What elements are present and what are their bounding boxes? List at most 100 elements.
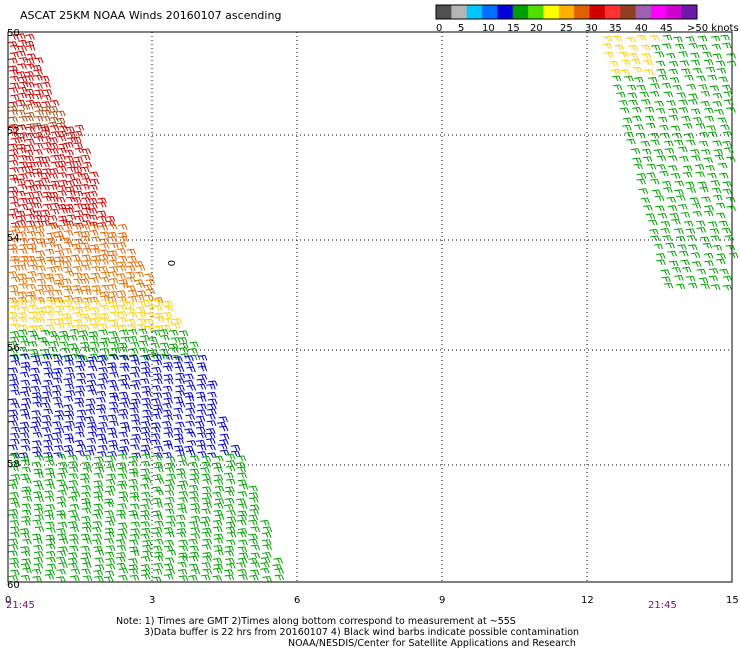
wind-barb [153,445,164,452]
wind-barb [153,373,163,379]
wind-barb [200,521,210,527]
wind-barb [90,317,100,324]
wind-barb [632,157,642,164]
wind-barb [172,318,182,324]
wind-barb [120,383,131,390]
x-label-9: 9 [439,595,445,606]
wind-barb [654,100,664,107]
wind-barb [33,57,44,64]
wind-barb [46,223,57,230]
wind-barb [85,403,96,410]
wind-barb [134,271,145,278]
wind-barb [49,340,60,347]
wind-barb [159,342,170,349]
wind-barb [661,276,671,283]
contour-marker: 0 [165,260,176,266]
wind-barb [109,372,119,378]
wind-barb [49,116,59,123]
wind-barb [250,552,261,559]
wind-barb [135,264,146,271]
wind-barb [97,201,107,208]
wind-barb [674,228,684,234]
wind-barb [668,260,679,267]
wind-barb [45,483,56,490]
wind-barb [21,520,31,526]
wind-barb [176,514,186,521]
wind-barb [620,59,631,66]
wind-barb [104,531,115,538]
wind-barb [218,416,228,423]
wind-barb [126,324,137,330]
wind-barb [176,484,187,491]
wind-barb [656,68,666,75]
wind-barb [178,347,189,353]
wind-barb [25,185,36,192]
wind-barb [202,478,213,485]
wind-barb [186,384,197,391]
wind-barb [120,426,131,433]
wind-barb [707,74,718,81]
wind-barb [224,545,235,552]
wind-barb [190,455,200,462]
wind-barb [58,562,68,568]
wind-barb [80,224,91,230]
time-left: 21:45 [6,600,35,611]
wind-barb [129,574,140,581]
wind-barb [130,372,140,378]
wind-barb [21,509,32,516]
wind-barb [685,228,696,234]
wind-barb [18,335,28,342]
wind-barb [196,383,207,390]
wind-barb [81,207,92,214]
wind-barb [197,403,207,410]
wind-barb [8,575,19,581]
wind-barb [46,563,57,570]
wind-barb [186,431,196,438]
wind-barb [33,544,43,551]
wind-barb [120,397,131,404]
wind-barb [237,557,248,564]
wind-barb [90,341,100,348]
wind-barb [8,159,19,166]
wind-barb [124,301,135,307]
wind-barb [188,347,198,354]
wind-barb [45,256,56,263]
wind-barb [118,378,128,385]
wind-barb [175,401,186,408]
wind-barb [9,383,19,390]
wind-barb [201,486,212,493]
wind-barb [724,234,735,241]
wind-barb [650,235,660,242]
x-label-0: 0 [5,595,11,606]
wind-barb [189,496,199,503]
wind-barb [81,254,92,261]
wind-barb [92,533,103,540]
wind-barb [648,76,658,83]
wind-barb [9,465,19,472]
wind-barb [262,532,272,538]
wind-barb [213,466,224,473]
wind-barb [697,35,708,42]
wind-barb [107,223,118,230]
wind-barb [690,52,700,59]
wind-barb [33,563,44,569]
wind-barb [670,125,681,132]
colorbar-swatch [512,5,529,19]
wind-barb [141,527,151,534]
wind-barb [248,492,259,498]
wind-barb [140,460,151,467]
wind-barb [52,377,63,384]
wind-barb [685,181,695,188]
wind-barb [58,462,68,468]
wind-barb [89,224,99,230]
wind-barb [165,496,175,503]
wind-barb [31,568,42,575]
wind-barb [19,432,30,439]
wind-barb [10,502,21,508]
wind-barb [189,478,200,484]
wind-barb [159,329,169,335]
wind-barb [176,454,187,461]
wind-barb [130,366,141,373]
wind-barb [88,190,98,197]
wind-barb [19,421,30,428]
